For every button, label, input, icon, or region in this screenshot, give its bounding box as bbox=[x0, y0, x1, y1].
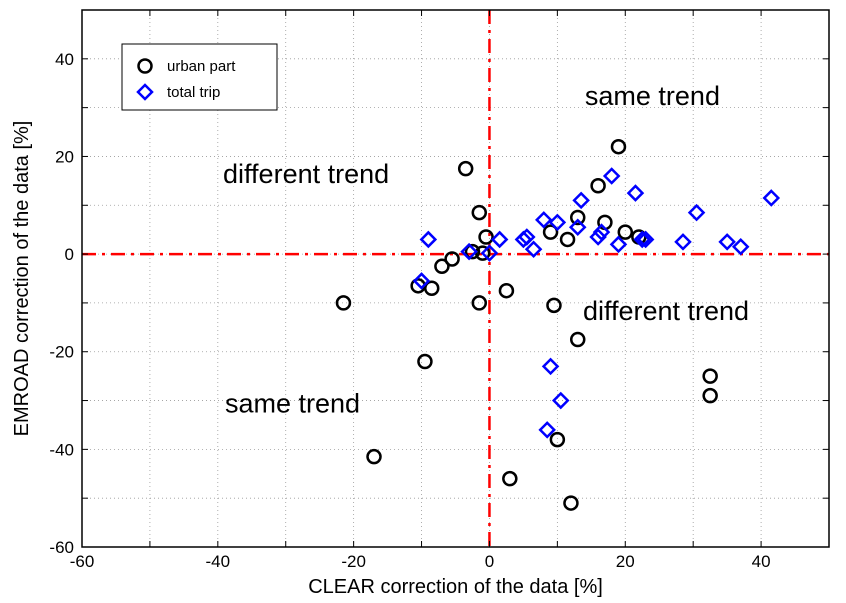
total-trip-point bbox=[518, 228, 536, 246]
annotation-same-trend: same trend bbox=[585, 81, 720, 111]
total-trip-point bbox=[541, 357, 560, 376]
legend-box bbox=[121, 43, 278, 111]
y-axis-label: EMROAD correction of the data [%] bbox=[11, 121, 33, 437]
x-tick-label: -20 bbox=[341, 552, 366, 571]
urban-part-point bbox=[542, 224, 559, 240]
legend: urban part total trip bbox=[121, 43, 278, 111]
urban-part-point bbox=[610, 138, 627, 155]
total-trip-point bbox=[419, 230, 438, 249]
urban-part-point bbox=[471, 204, 488, 221]
total-trip-point bbox=[490, 230, 509, 249]
y-tick-label: -40 bbox=[49, 440, 74, 459]
urban-part-point bbox=[471, 295, 488, 311]
annotation-different-trend: different trend bbox=[583, 296, 749, 326]
annotations: same trend different trend different trend… bbox=[223, 81, 749, 419]
annotation-different-trend: different trend bbox=[223, 159, 389, 189]
urban-part-point bbox=[569, 331, 586, 348]
reference-lines bbox=[82, 10, 829, 547]
urban-part-point bbox=[417, 353, 433, 370]
series-total-trip bbox=[412, 167, 781, 439]
total-trip-point bbox=[551, 391, 570, 410]
urban-part-point bbox=[478, 229, 494, 245]
urban-part-point bbox=[702, 387, 718, 404]
total-trip-point bbox=[589, 228, 607, 246]
urban-part-point bbox=[457, 160, 474, 177]
total-trip-point bbox=[568, 218, 587, 237]
x-tick-label: 0 bbox=[485, 552, 494, 571]
total-trip-point bbox=[687, 203, 706, 222]
urban-part-point bbox=[366, 448, 382, 465]
total-trip-point bbox=[731, 238, 750, 256]
urban-part-point bbox=[702, 368, 718, 384]
y-tick-label: 0 bbox=[65, 245, 74, 264]
total-trip-point bbox=[460, 242, 478, 261]
total-trip-point bbox=[538, 421, 556, 439]
urban-part-point bbox=[464, 243, 481, 260]
x-tick-label: 40 bbox=[752, 552, 771, 571]
urban-part-point bbox=[563, 495, 579, 511]
annotation-same-trend: same trend bbox=[225, 389, 360, 419]
y-tick-label: -60 bbox=[49, 538, 74, 557]
legend-label-total-trip: total trip bbox=[167, 84, 220, 101]
total-trip-point bbox=[480, 244, 499, 262]
total-trip-point bbox=[718, 233, 736, 251]
total-trip-point bbox=[412, 272, 431, 290]
x-tick-label: -60 bbox=[70, 552, 95, 571]
urban-part-point bbox=[590, 177, 606, 194]
axis-ticks: -60 -40 -20 0 20 40 -60 -40 -20 0 20 40 bbox=[49, 9, 830, 571]
urban-part-point bbox=[546, 297, 562, 314]
x-tick-label: 20 bbox=[616, 552, 635, 571]
urban-part-point bbox=[569, 209, 586, 226]
urban-part-point bbox=[423, 280, 440, 297]
total-trip-point bbox=[609, 235, 628, 254]
total-trip-point bbox=[524, 240, 543, 258]
total-trip-point bbox=[602, 167, 621, 185]
total-trip-point bbox=[626, 184, 645, 202]
total-trip-point bbox=[636, 230, 655, 249]
urban-part-point bbox=[617, 224, 634, 240]
series-urban-part bbox=[335, 138, 718, 511]
urban-part-point bbox=[549, 431, 566, 448]
urban-part-point bbox=[498, 282, 515, 299]
urban-part-point bbox=[444, 251, 460, 267]
y-tick-label: 20 bbox=[55, 147, 74, 166]
total-trip-point bbox=[762, 189, 781, 207]
urban-part-point bbox=[335, 295, 352, 311]
total-trip-point bbox=[535, 211, 553, 229]
urban-part-point bbox=[434, 258, 450, 275]
urban-part-point bbox=[502, 470, 518, 487]
plot-area bbox=[81, 9, 830, 548]
y-tick-label: 40 bbox=[55, 50, 74, 69]
data-points bbox=[335, 138, 781, 511]
urban-part-point bbox=[559, 231, 576, 248]
x-tick-label: -40 bbox=[206, 552, 231, 571]
total-trip-point bbox=[674, 233, 692, 251]
total-trip-point bbox=[592, 223, 611, 241]
legend-marker-total-trip bbox=[136, 83, 154, 101]
legend-marker-urban-part bbox=[137, 58, 153, 74]
total-trip-point bbox=[548, 213, 567, 232]
legend-label-urban-part: urban part bbox=[167, 58, 236, 75]
y-tick-label: -20 bbox=[49, 343, 74, 362]
x-axis-label: CLEAR correction of the data [%] bbox=[308, 576, 603, 598]
total-trip-point bbox=[633, 230, 652, 249]
total-trip-point bbox=[572, 191, 590, 210]
